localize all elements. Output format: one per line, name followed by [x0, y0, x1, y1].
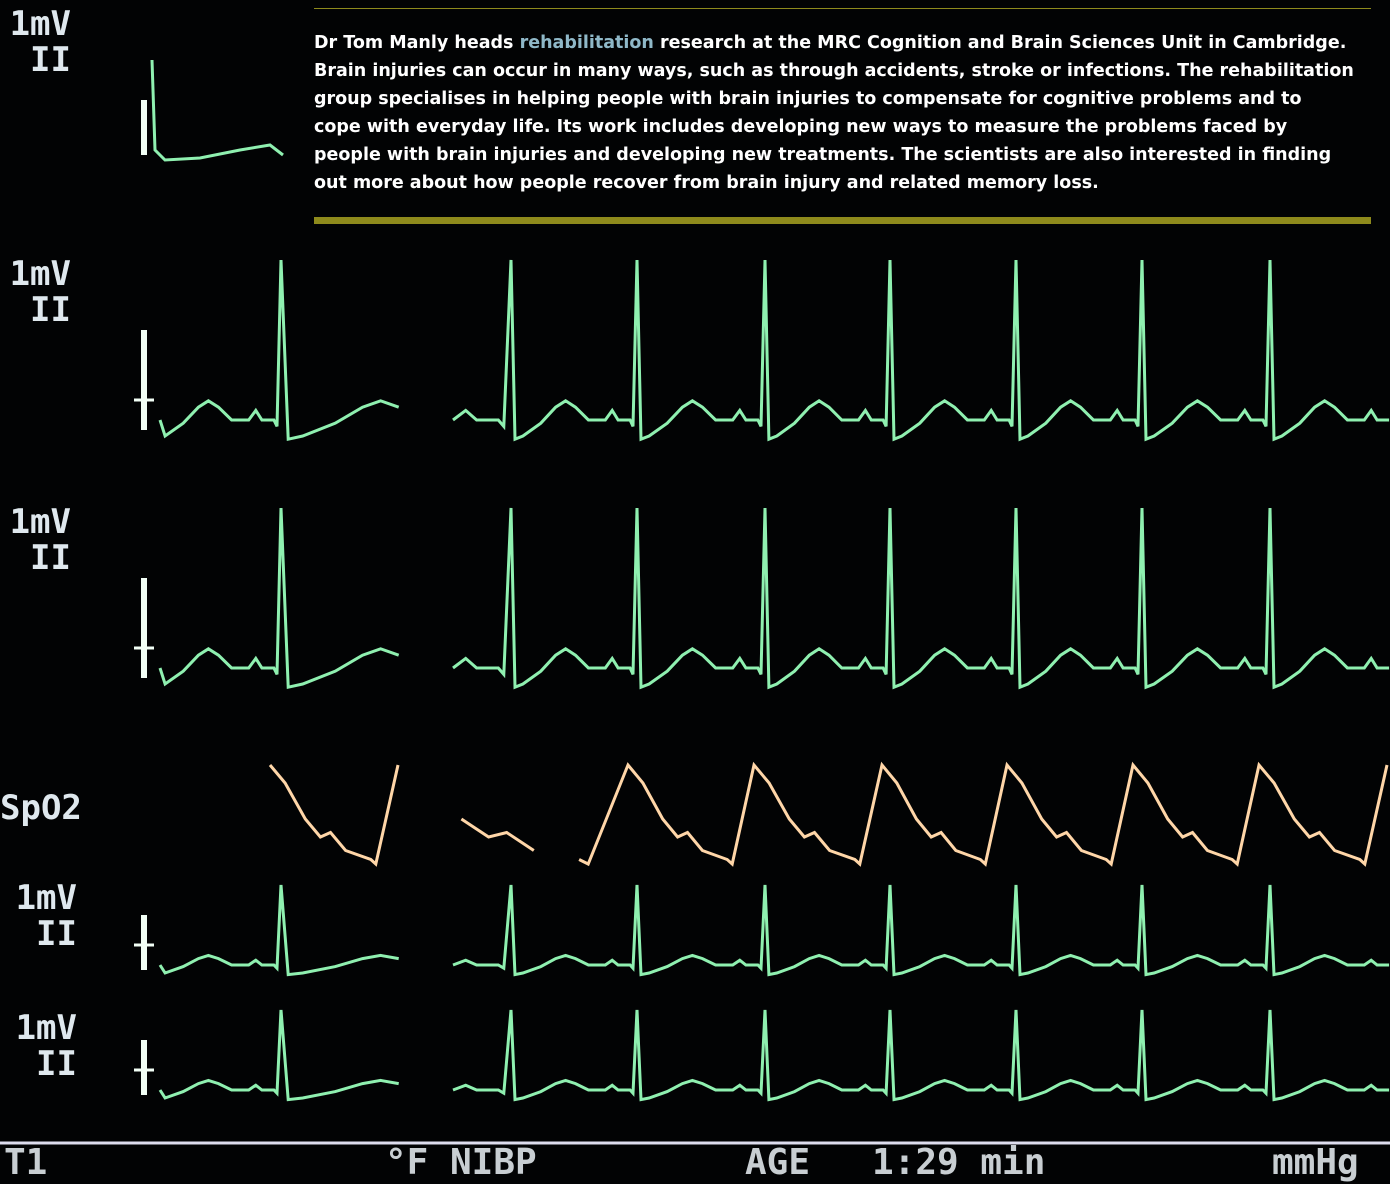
- spo2-label: SpO2: [0, 790, 105, 826]
- ecg-trace: [160, 1010, 1389, 1100]
- monitor-screen: Dr Tom Manly heads rehabilitation resear…: [0, 0, 1390, 1184]
- ecg-trace: [160, 508, 1389, 687]
- status-item: 1:29 min: [872, 1142, 1045, 1184]
- article-text: Dr Tom Manly heads rehabilitation resear…: [314, 29, 1354, 197]
- intro: Dr Tom Manly heads: [314, 33, 513, 53]
- status-item: mmHg: [1272, 1142, 1359, 1184]
- status-item: T1: [4, 1142, 47, 1184]
- ecg-trace: [152, 60, 283, 160]
- ecg-trace: [160, 260, 1389, 439]
- calibration-mark: [141, 1040, 147, 1095]
- divider: [314, 217, 1371, 224]
- status-item: NIBP: [450, 1142, 537, 1184]
- status-item: AGE: [745, 1142, 810, 1184]
- calibration-mark: [141, 915, 147, 970]
- article-box: Dr Tom Manly heads rehabilitation resear…: [314, 8, 1371, 197]
- calibration-mark: [141, 330, 147, 430]
- highlight: rehabilitation: [520, 33, 654, 53]
- calibration-mark: [141, 100, 147, 155]
- ecg-trace: [160, 885, 1389, 975]
- body: research at the MRC Cognition and Brain …: [314, 33, 1354, 193]
- calibration-mark: [141, 578, 147, 678]
- spo2-trace: [270, 765, 1387, 864]
- status-item: °F: [385, 1142, 428, 1184]
